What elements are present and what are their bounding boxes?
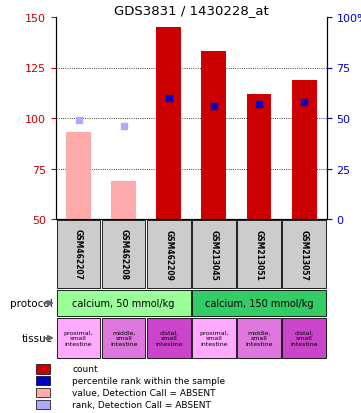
Text: count: count <box>72 364 98 373</box>
Text: distal,
small
intestine: distal, small intestine <box>290 330 318 347</box>
Bar <box>66 133 91 219</box>
Text: proximal,
small
intestine: proximal, small intestine <box>199 330 229 347</box>
Bar <box>192 318 236 358</box>
Bar <box>57 318 100 358</box>
Title: GDS3831 / 1430228_at: GDS3831 / 1430228_at <box>114 4 269 17</box>
Text: GSM462208: GSM462208 <box>119 229 128 280</box>
Text: GSM213057: GSM213057 <box>300 229 309 280</box>
Bar <box>192 220 236 289</box>
Text: GSM213051: GSM213051 <box>255 229 264 280</box>
Text: protocol: protocol <box>10 298 53 308</box>
Text: distal,
small
intestine: distal, small intestine <box>155 330 183 347</box>
Text: GSM213045: GSM213045 <box>209 229 218 280</box>
Bar <box>282 318 326 358</box>
Bar <box>36 364 50 374</box>
Text: middle,
small
intestine: middle, small intestine <box>245 330 273 347</box>
Text: GSM462209: GSM462209 <box>164 229 173 280</box>
Bar <box>111 181 136 219</box>
Bar <box>247 95 271 219</box>
Bar <box>36 388 50 397</box>
Bar <box>102 318 145 358</box>
Bar <box>147 220 191 289</box>
Bar <box>57 220 100 289</box>
Bar <box>237 318 281 358</box>
Text: proximal,
small
intestine: proximal, small intestine <box>64 330 93 347</box>
Text: rank, Detection Call = ABSENT: rank, Detection Call = ABSENT <box>72 400 211 409</box>
Text: tissue: tissue <box>22 333 53 343</box>
Bar <box>292 81 317 219</box>
Bar <box>102 220 145 289</box>
Text: GSM462207: GSM462207 <box>74 229 83 280</box>
Bar <box>36 399 50 409</box>
Bar <box>147 318 191 358</box>
Text: calcium, 150 mmol/kg: calcium, 150 mmol/kg <box>205 298 313 308</box>
Text: value, Detection Call = ABSENT: value, Detection Call = ABSENT <box>72 388 216 397</box>
Text: percentile rank within the sample: percentile rank within the sample <box>72 376 225 385</box>
Bar <box>192 290 326 316</box>
Bar <box>156 28 181 219</box>
Bar <box>282 220 326 289</box>
Bar <box>57 290 191 316</box>
Bar <box>201 52 226 219</box>
Text: middle,
small
intestine: middle, small intestine <box>110 330 138 347</box>
Text: calcium, 50 mmol/kg: calcium, 50 mmol/kg <box>73 298 175 308</box>
Bar <box>237 220 281 289</box>
Bar <box>36 376 50 385</box>
